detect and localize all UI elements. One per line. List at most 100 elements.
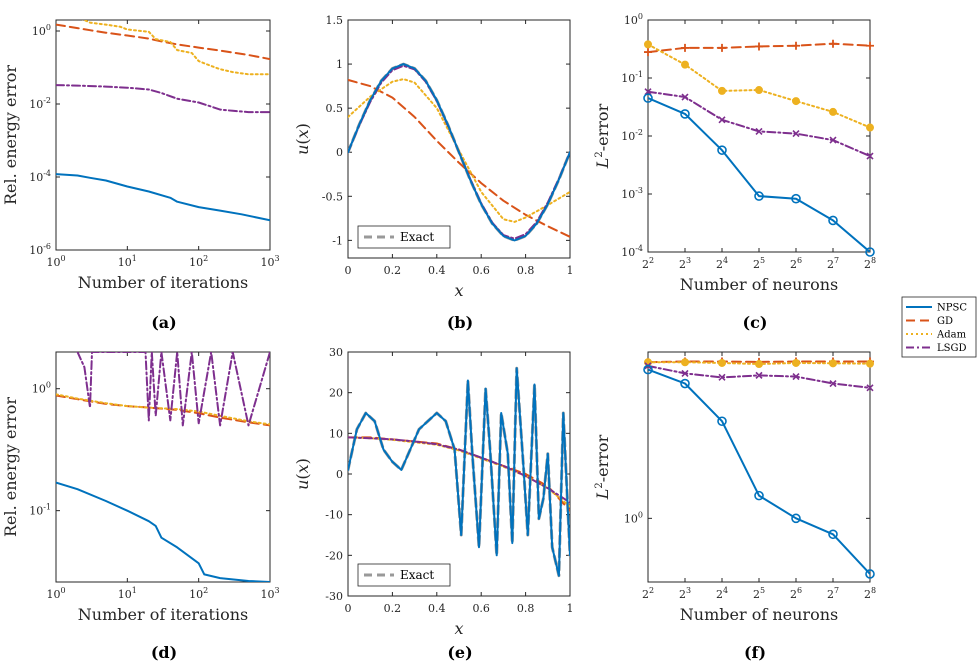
legend: NPSC GD Adam LSGD [901, 296, 977, 358]
y-tick-label: 10-4 [29, 169, 51, 184]
marker-adam [755, 360, 763, 369]
panel-b: 0 0.2 0.4 0.6 0.8 1 -1 -0.5 0 0.5 1 1.5 x u(x) (b) Exac… [293, 14, 574, 332]
series-npsc-line [348, 63, 570, 242]
marker-gd [644, 48, 652, 57]
x-tick-label: 100 [46, 586, 65, 601]
x-tick-label: 23 [679, 256, 691, 271]
y-tick-label: 10-2 [621, 128, 643, 143]
x-tick-label: 25 [753, 586, 765, 601]
marker-adam [718, 358, 726, 367]
y-tick-label: 30 [329, 346, 343, 359]
y-tick-label: -0.5 [322, 190, 343, 203]
marker-adam [644, 358, 652, 367]
panel-a: 100 101 102 103 10-6 10-4 10-2 100 Number of ite… [1, 19, 280, 332]
y-tick-label: -20 [325, 549, 343, 562]
y-tick-label: -10 [325, 509, 343, 522]
x-tick-label: 101 [118, 254, 137, 269]
marker-lsgd [866, 384, 874, 392]
x-tick-label: 24 [716, 586, 728, 601]
x-tick-label: 22 [642, 586, 654, 601]
plot-frame-c [647, 19, 871, 253]
x-tick-label: 0.8 [517, 602, 535, 615]
marker-npsc [680, 378, 690, 389]
marker-adam [681, 60, 689, 69]
exact-legend-label: Exact [400, 568, 434, 582]
marker-npsc [865, 247, 875, 257]
marker-npsc [680, 109, 690, 119]
y-axis-label: u(x) [293, 123, 312, 155]
legend-label-lsgd: LSGD [937, 343, 967, 354]
x-axis-label: Number of iterations [78, 605, 248, 624]
panel-e: 0 0.2 0.4 0.6 0.8 1 -30 -20 -10 0 10 20 30 x u(x) (e) Ex… [293, 346, 574, 662]
marker-lsgd [644, 88, 652, 96]
marker-gd [829, 39, 837, 48]
panel-caption: (e) [447, 643, 472, 662]
marker-lsgd [681, 93, 689, 101]
marker-adam [792, 97, 800, 106]
y-tick-label: 100 [624, 12, 643, 27]
marker-adam [829, 359, 837, 368]
panel-d: 100 101 102 103 10-1 100 Number of iterations R… [1, 351, 280, 662]
x-tick-label: 0.2 [384, 264, 402, 277]
legend-label-npsc: NPSC [937, 303, 967, 314]
x-tick-label: 101 [118, 586, 137, 601]
marker-lsgd [866, 152, 874, 160]
marker-gd [755, 42, 763, 51]
y-tick-label: 0 [336, 146, 343, 159]
x-tick-label: 28 [864, 586, 876, 601]
marker-gd [718, 43, 726, 52]
series-lsgd-line [56, 84, 270, 114]
marker-lsgd [829, 379, 837, 388]
plot-frame-b [347, 19, 571, 259]
exact-legend-box [357, 225, 451, 249]
legend-label-gd: GD [937, 316, 953, 327]
x-tick-label: 103 [260, 586, 279, 601]
series-lsgd-line [76, 352, 270, 427]
x-tick-label: 0 [345, 264, 352, 277]
marker-npsc [865, 569, 875, 579]
marker-adam [829, 107, 837, 116]
y-tick-label: 0 [336, 468, 343, 481]
marker-npsc [754, 490, 764, 501]
y-axis-label: u(x) [293, 458, 312, 490]
marker-lsgd [792, 373, 800, 381]
x-axis-label: Number of neurons [680, 275, 838, 294]
x-axis-label: x [454, 281, 463, 300]
series-npsc-line [648, 97, 870, 252]
x-tick-label: 102 [189, 254, 208, 269]
x-tick-label: 26 [790, 586, 802, 601]
x-tick-label: 0 [345, 602, 352, 615]
marker-adam [718, 86, 726, 95]
marker-adam [755, 86, 763, 95]
x-tick-label: 102 [189, 586, 208, 601]
y-axis-label: L2-error [593, 103, 612, 169]
legend-label-adam: Adam [936, 330, 967, 341]
marker-gd [792, 41, 800, 50]
series-npsc-line [56, 173, 270, 222]
marker-adam [644, 40, 652, 49]
marker-npsc [828, 215, 838, 226]
marker-adam [866, 123, 874, 132]
marker-npsc [717, 145, 727, 155]
x-tick-label: 103 [260, 254, 279, 269]
marker-adam [866, 359, 874, 368]
series-npsc-line [648, 368, 870, 575]
series-adam-line [81, 20, 270, 76]
x-tick-label: 26 [790, 256, 802, 271]
series-npsc-line [348, 367, 570, 577]
panel-caption: (b) [447, 313, 473, 332]
marker-adam [792, 358, 800, 367]
marker-lsgd [755, 127, 763, 135]
y-tick-label: 20 [329, 387, 343, 400]
y-tick-label: 10-4 [621, 244, 643, 259]
y-tick-label: 100 [32, 381, 51, 396]
x-tick-label: 0.8 [517, 264, 535, 277]
marker-lsgd [718, 116, 726, 124]
y-tick-label: 10-3 [621, 186, 643, 201]
y-tick-label: 10-1 [621, 70, 643, 85]
y-tick-label: 1.5 [326, 14, 344, 27]
x-tick-label: 0.2 [384, 602, 402, 615]
plot-frame-a [55, 19, 271, 251]
x-tick-label: 100 [46, 254, 65, 269]
